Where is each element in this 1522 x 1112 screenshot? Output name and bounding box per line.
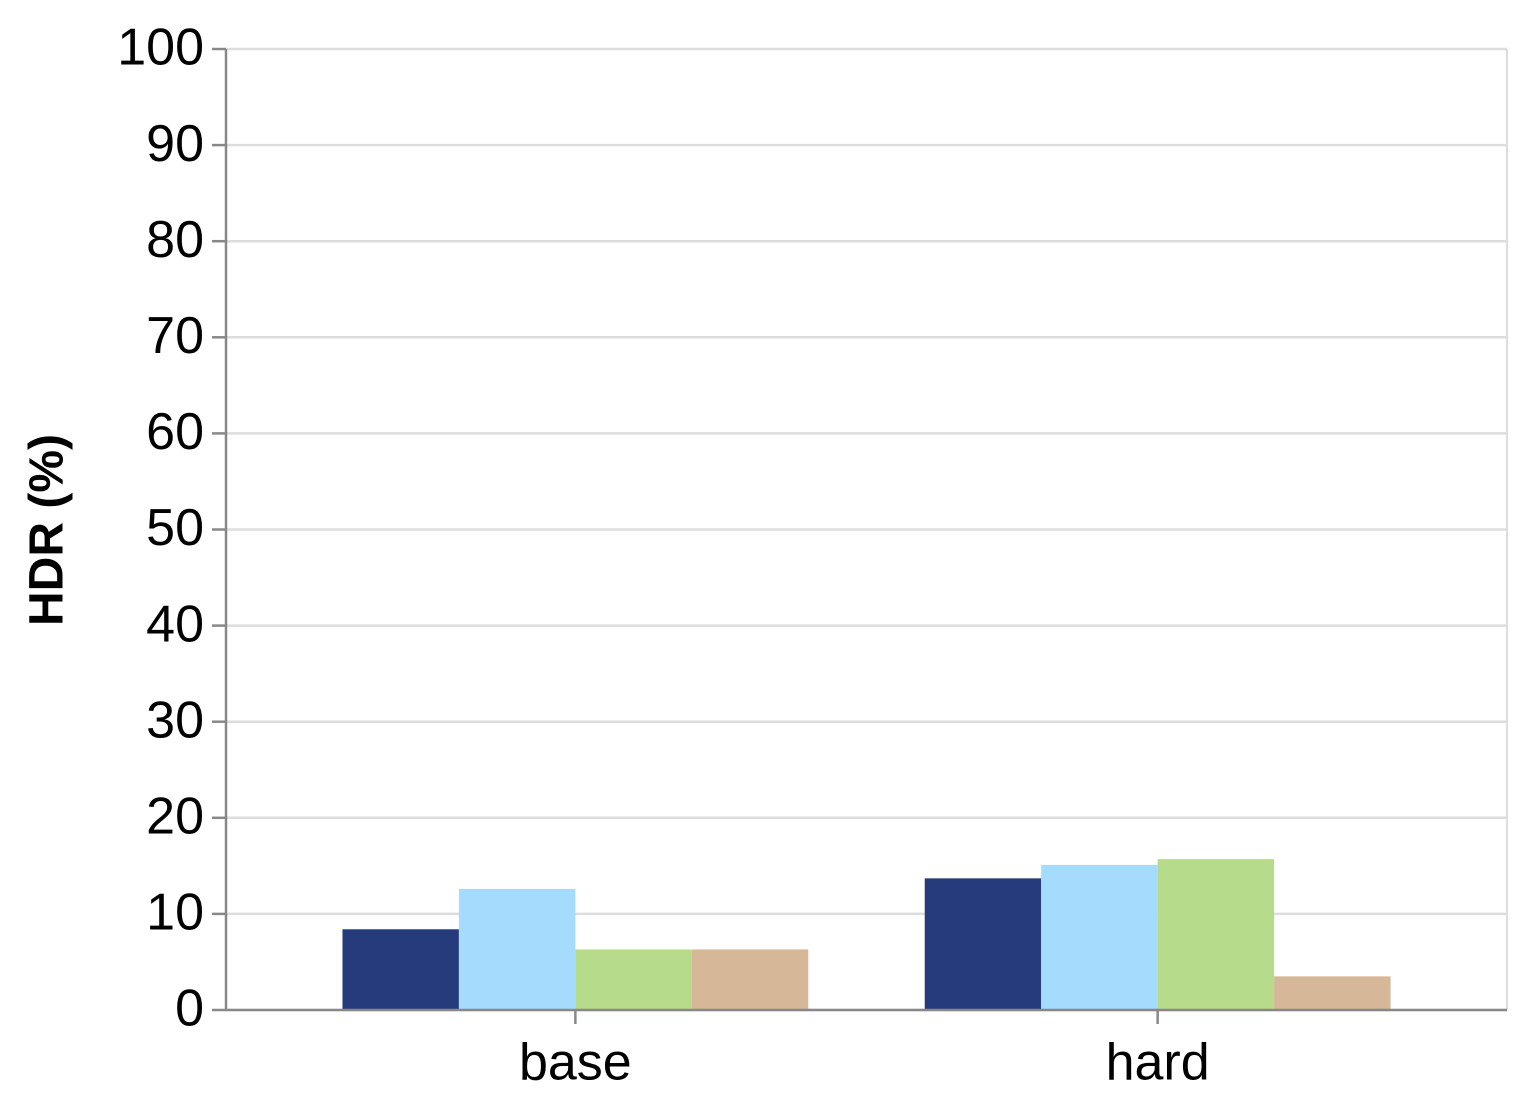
bar [924, 878, 1042, 1010]
y-tick-label: 80 [146, 211, 204, 269]
bar [1274, 976, 1391, 1010]
bar [458, 888, 576, 1010]
y-tick-label: 20 [146, 788, 204, 846]
y-tick-label: 50 [146, 499, 204, 557]
x-tick-label: base [519, 1034, 632, 1092]
bar [691, 949, 809, 1010]
y-tick-label: 60 [146, 403, 204, 461]
bar [575, 949, 692, 1010]
y-tick-label: 40 [146, 595, 204, 653]
y-tick-label: 100 [117, 19, 204, 77]
bar [1041, 864, 1158, 1010]
y-tick-label: 0 [175, 980, 204, 1038]
y-axis-label: HDR (%) [21, 434, 74, 626]
bar [1157, 859, 1275, 1010]
y-tick-label: 70 [146, 307, 204, 365]
y-tick-label: 10 [146, 884, 204, 942]
y-tick-label: 30 [146, 691, 204, 749]
x-tick-label: hard [1106, 1034, 1210, 1092]
bar [342, 929, 459, 1010]
y-tick-label: 90 [146, 115, 204, 173]
